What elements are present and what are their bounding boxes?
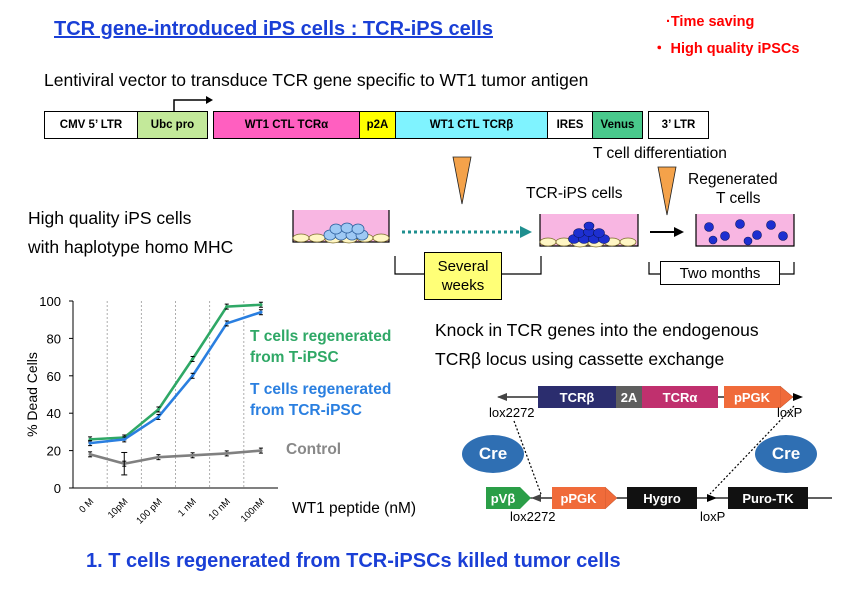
regenerated-label-1: Regenerated	[688, 171, 778, 188]
lox2272-triangle-icon	[531, 494, 541, 502]
regenerated-t-cell-dish	[695, 214, 795, 247]
gene-hygro: Hygro	[627, 487, 697, 509]
gene-tcr-beta: TCRβ	[538, 386, 616, 408]
x-tick-label: 10 nM	[206, 496, 233, 523]
y-tick-label: 80	[47, 331, 61, 346]
t-cell-differentiation-label: T cell differentiation	[593, 145, 727, 162]
legend-green-line2: from T-iPSC	[250, 349, 339, 366]
two-months-box: Two months	[660, 261, 780, 285]
arrow-triangle-icon	[452, 156, 472, 205]
vector-segment-tcr-alpha: WT1 CTL TCRα	[213, 111, 360, 139]
x-tick-label: 1 nM	[176, 496, 199, 519]
hq-ips-line2: with haplotype homo MHC	[28, 237, 234, 257]
gene-puro-tk: Puro-TK	[728, 487, 808, 509]
regenerated-label-2: T cells	[716, 190, 761, 207]
data-point	[225, 305, 229, 309]
arrow-triangle-icon	[657, 166, 677, 216]
y-tick-label: 100	[39, 294, 61, 309]
y-tick-label: 40	[47, 406, 61, 421]
vector-segment-3-ltr: 3’ LTR	[648, 111, 709, 139]
vector-segment-p2a: p2A	[359, 111, 396, 139]
data-point	[225, 451, 229, 456]
x-tick-label: 100nM	[239, 496, 267, 524]
lox2272-label-bottom: lox2272	[510, 509, 556, 524]
promoter-arrow-icon	[173, 99, 206, 111]
legend-blue: T cells regenerated from TCR-iPSC	[250, 379, 391, 421]
x-axis-label: WT1 peptide (nM)	[292, 500, 416, 517]
legend-green-line1: T cells regenerated	[250, 328, 392, 345]
y-tick-label: 0	[54, 481, 61, 496]
x-tick-label: 10pM	[106, 496, 131, 521]
data-point	[259, 310, 263, 314]
lox2272-triangle-icon	[497, 393, 507, 401]
series-line-0	[90, 303, 261, 441]
vector-segment-venus: Venus	[592, 111, 643, 139]
knockin-text-line1: Knock in TCR genes into the endogenous	[435, 320, 759, 340]
conclusion: 1. T cells regenerated from TCR-iPSCs ki…	[86, 550, 621, 572]
several-weeks-box: Several weeks	[424, 252, 502, 300]
data-point	[259, 303, 263, 307]
ips-culture-dish	[292, 210, 390, 244]
gene-tcr-alpha: TCRα	[642, 386, 718, 408]
vector-caption: Lentiviral vector to transduce TCR gene …	[44, 70, 589, 90]
x-tick-label: 0 M	[77, 496, 96, 515]
data-point	[225, 321, 229, 326]
cre-left: Cre	[462, 435, 524, 473]
data-point	[122, 437, 126, 441]
data-point	[190, 453, 195, 457]
series-line-2	[89, 449, 262, 466]
note-time-saving: ·Time saving	[666, 14, 755, 30]
data-point	[259, 449, 263, 453]
legend-blue-line2: from TCR-iPSC	[250, 402, 362, 419]
gene-2a: 2A	[616, 386, 642, 408]
loxp-triangle-icon	[707, 494, 717, 502]
note-high-quality: ・ High quality iPSCs	[652, 41, 800, 57]
data-point	[156, 407, 161, 412]
data-point	[156, 455, 161, 459]
vector-segment-tcr-beta: WT1 CTL TCRβ	[395, 111, 548, 139]
gene-ppgk-bottom: pPGK	[552, 487, 605, 509]
data-point	[190, 357, 195, 361]
legend-gray: Control	[286, 441, 342, 458]
legend-blue-line1: T cells regenerated	[250, 381, 392, 398]
gene-pvbeta: pVβ	[486, 487, 520, 509]
lox2272-label-top: lox2272	[489, 405, 535, 420]
loxp-label-top: loxP	[777, 405, 803, 420]
y-tick-label: 20	[47, 444, 61, 459]
legend-green: T cells regenerated from T-iPSC	[250, 326, 391, 368]
cre-right: Cre	[755, 435, 817, 473]
loxp-label-bottom: loxP	[700, 509, 726, 524]
series-line-1	[89, 310, 262, 445]
loxp-triangle-icon	[793, 393, 803, 401]
gene-ppgk-top: pPGK	[724, 386, 780, 408]
slide-title: TCR gene-introduced iPS cells : TCR-iPS …	[54, 18, 493, 40]
vector-segment-ires: IRES	[547, 111, 593, 139]
hq-ips-line1: High quality iPS cells	[28, 208, 192, 228]
data-point	[156, 415, 161, 419]
tcr-ips-label: TCR-iPS cells	[526, 185, 623, 202]
knockin-text-line2: TCRβ locus using cassette exchange	[435, 349, 725, 369]
data-point	[88, 452, 92, 456]
tcr-ips-culture-dish	[539, 214, 639, 248]
data-point	[190, 374, 195, 378]
x-tick-label: 100 pM	[134, 496, 164, 526]
vector-segment-ubc-pro: Ubc pro	[137, 111, 208, 139]
y-tick-label: 60	[47, 369, 61, 384]
y-axis-label: % Dead Cells	[24, 352, 40, 437]
data-point	[88, 441, 92, 445]
